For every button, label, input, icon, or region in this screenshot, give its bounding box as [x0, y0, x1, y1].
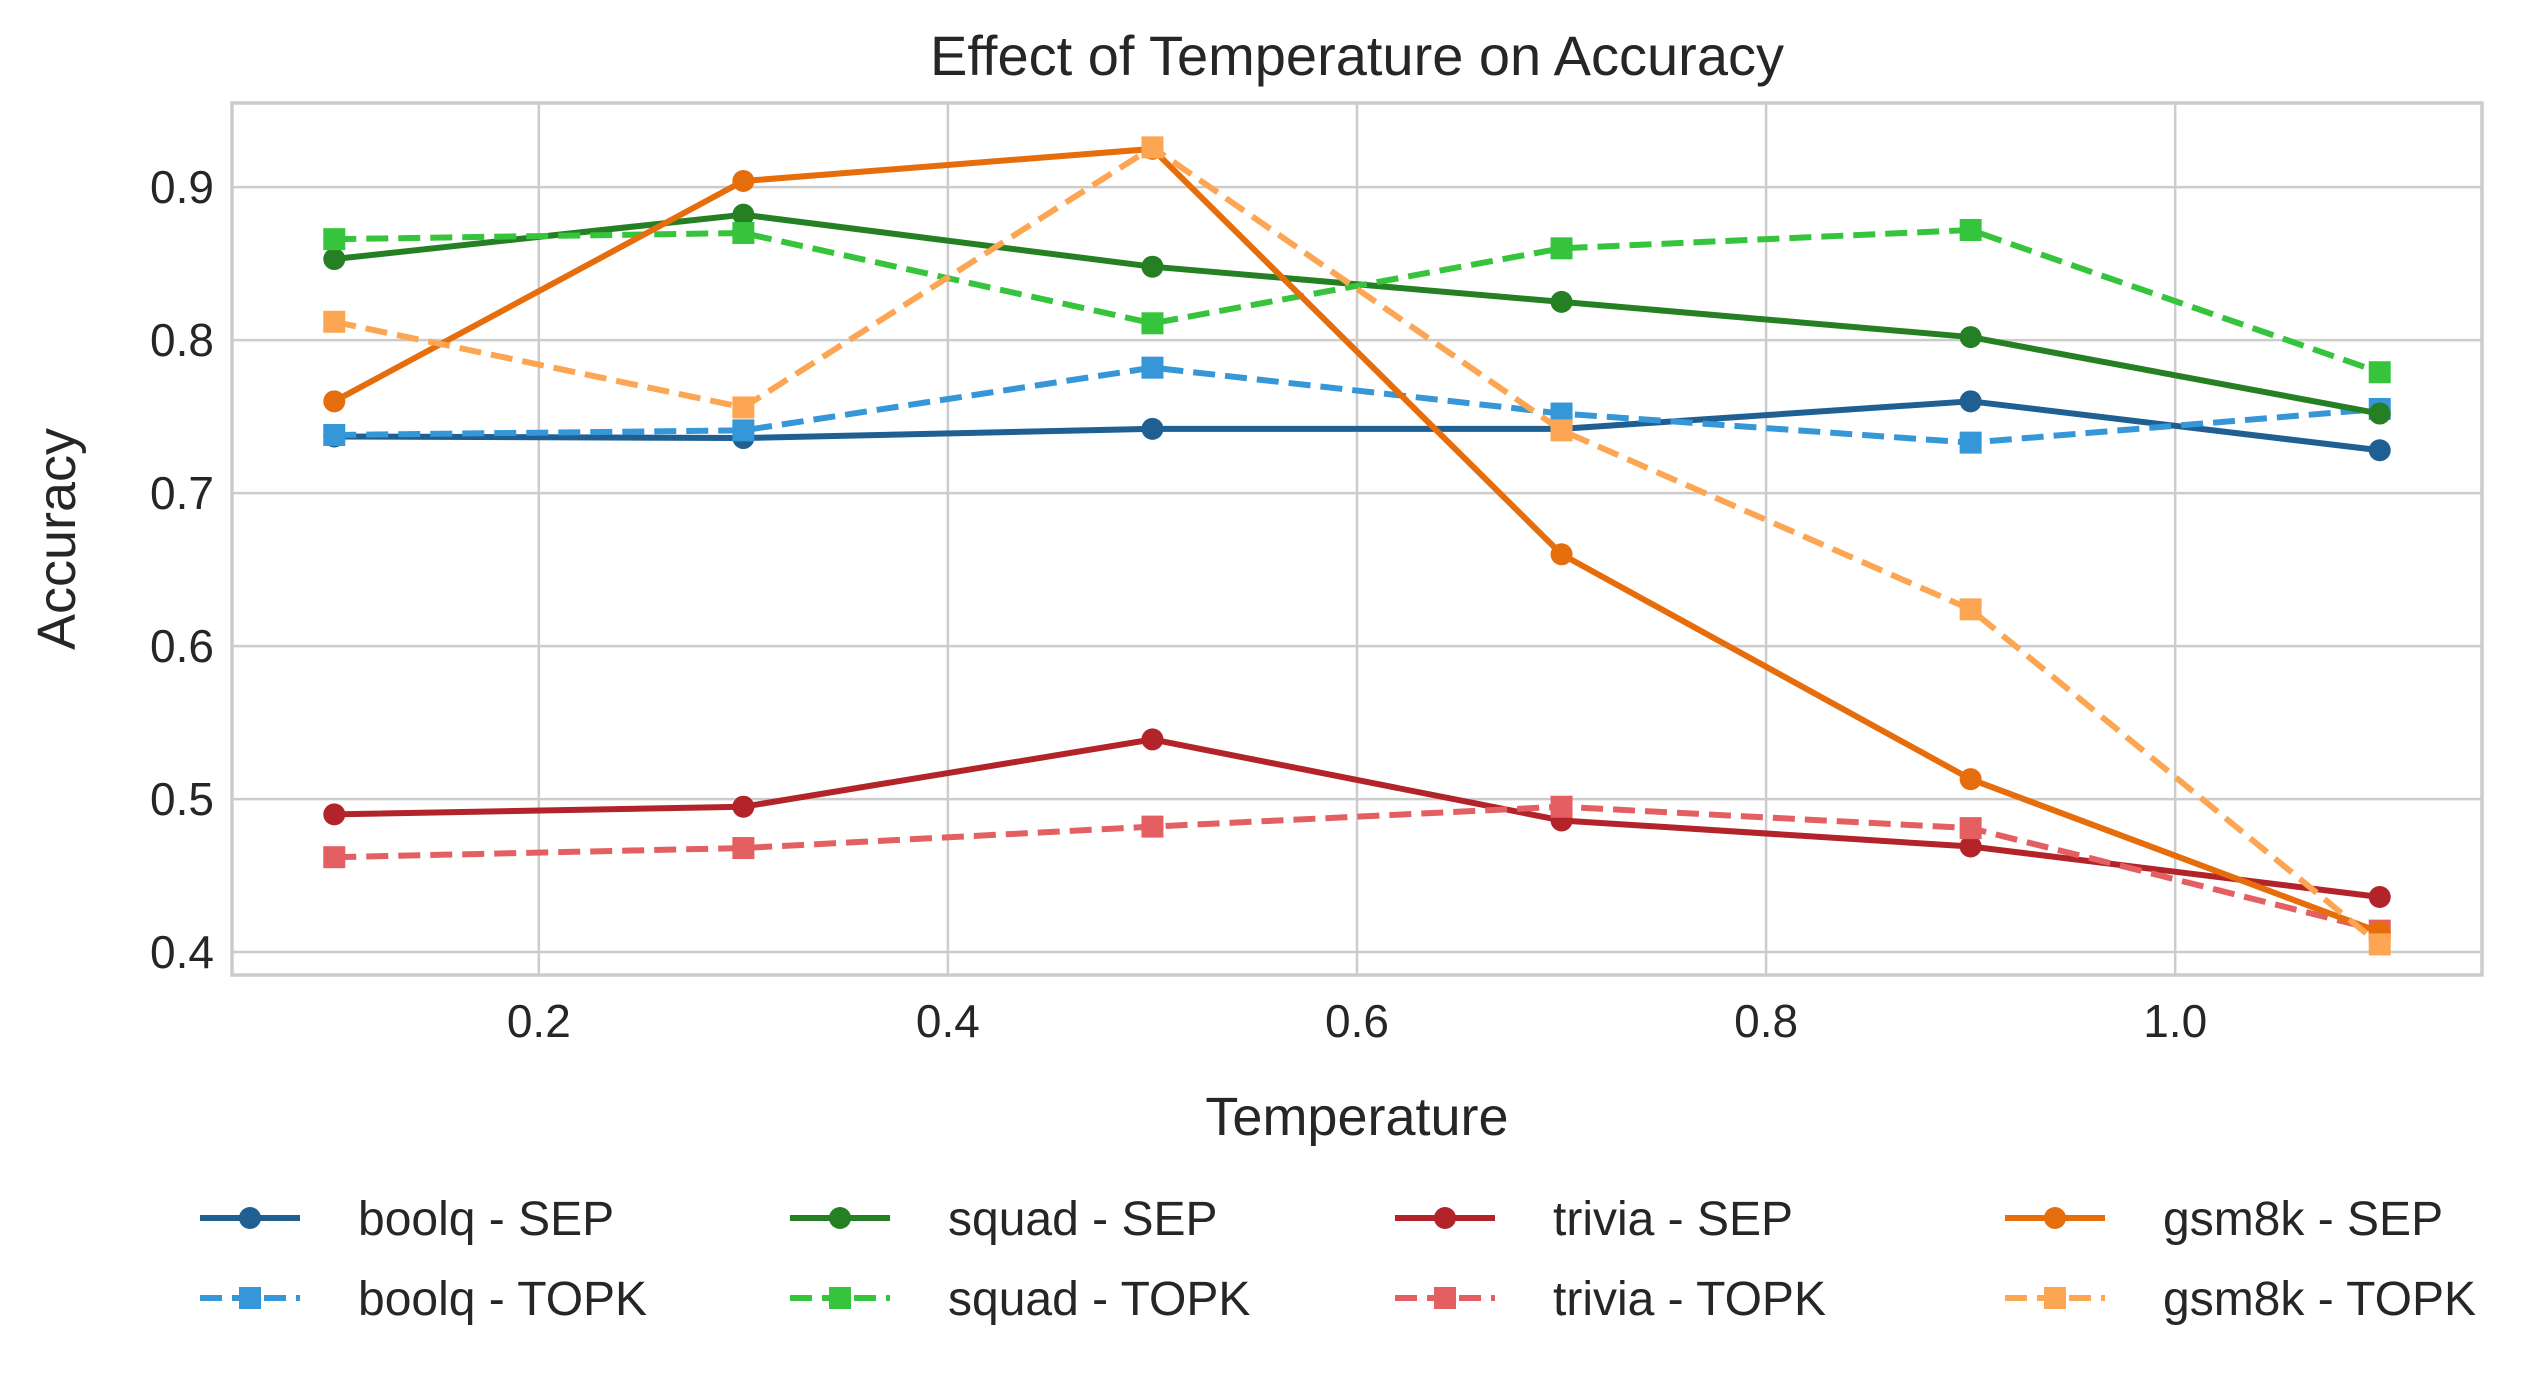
legend-marker	[1434, 1207, 1456, 1229]
data-point-trivia-sep	[323, 803, 346, 826]
data-point-squad-topk	[1141, 312, 1164, 335]
series-gsm8k-sep	[323, 137, 2391, 944]
series-line-boolq-topk	[334, 364, 2380, 446]
legend-item-squad-topk: squad - TOPK	[790, 1273, 1250, 1326]
data-point-boolq-sep	[1959, 390, 1982, 413]
legend-label: trivia - TOPK	[1553, 1273, 1826, 1326]
x-axis-label: Temperature	[1205, 1087, 1508, 1147]
y-tick-label: 0.8	[150, 314, 214, 366]
legend-marker	[2044, 1207, 2066, 1229]
axis-ticks: 0.2 0.4 0.6 0.8 1.0 0.4 0.5 0.6 0.7 0.8 0.9	[150, 161, 2207, 1047]
y-tick-label: 0.6	[150, 620, 214, 672]
x-tick-label: 0.8	[1734, 995, 1798, 1047]
legend-item-trivia-topk: trivia - TOPK	[1395, 1273, 1826, 1326]
data-point-squad-topk	[1959, 218, 1982, 241]
series-line-trivia-topk	[334, 803, 2381, 934]
series-squad-topk	[323, 218, 2391, 384]
series-line-boolq-sep	[334, 398, 2381, 454]
data-point-gsm8k-topk	[1141, 136, 1164, 159]
data-point-trivia-topk	[1959, 817, 1982, 840]
data-point-trivia-sep	[2368, 885, 2391, 908]
data-point-trivia-sep	[1959, 835, 1982, 858]
legend-label: gsm8k - TOPK	[2163, 1273, 2476, 1326]
data-point-squad-topk	[1550, 237, 1573, 260]
legend-marker	[2044, 1287, 2066, 1309]
data-point-boolq-topk	[1959, 431, 1982, 454]
legend-label: squad - TOPK	[948, 1273, 1250, 1326]
legend-item-gsm8k-topk: gsm8k - TOPK	[2005, 1273, 2476, 1326]
series-line-gsm8k-topk	[333, 144, 2382, 947]
series-trivia-topk	[323, 795, 2391, 942]
legend-marker	[829, 1287, 851, 1309]
data-point-boolq-sep	[2368, 439, 2391, 462]
data-point-gsm8k-sep	[732, 170, 755, 193]
legend-item-gsm8k-sep: gsm8k - SEP	[2005, 1193, 2443, 1246]
y-tick-label: 0.5	[150, 773, 214, 825]
legend: boolq - SEP boolq - TOPK squad - SEP squad …	[200, 1193, 2476, 1326]
x-tick-label: 0.6	[1325, 995, 1389, 1047]
y-axis-label: Accuracy	[27, 428, 87, 650]
data-point-gsm8k-sep	[323, 390, 346, 413]
legend-item-boolq-topk: boolq - TOPK	[200, 1273, 647, 1326]
data-point-trivia-sep	[732, 795, 755, 818]
x-tick-label: 1.0	[2143, 995, 2207, 1047]
series-boolq-topk	[323, 356, 2391, 454]
legend-marker	[239, 1207, 261, 1229]
legend-marker	[829, 1207, 851, 1229]
data-point-squad-sep	[732, 203, 755, 226]
data-point-squad-topk	[323, 228, 346, 251]
data-point-gsm8k-topk	[732, 396, 755, 419]
legend-item-squad-sep: squad - SEP	[790, 1193, 1217, 1246]
data-point-gsm8k-topk	[1550, 419, 1573, 442]
data-point-trivia-sep	[1141, 728, 1164, 751]
data-point-squad-sep	[1959, 326, 1982, 349]
legend-label: gsm8k - SEP	[2163, 1193, 2443, 1246]
data-point-squad-sep	[1550, 290, 1573, 313]
data-point-squad-sep	[1141, 255, 1164, 278]
plot-area	[323, 136, 2391, 956]
legend-marker	[239, 1287, 261, 1309]
data-point-boolq-sep	[1141, 417, 1164, 440]
series-gsm8k-topk	[323, 136, 2391, 956]
data-point-squad-topk	[2368, 361, 2391, 384]
data-point-squad-topk	[732, 222, 755, 245]
y-tick-label: 0.4	[150, 926, 214, 978]
series-line-squad-topk	[334, 226, 2381, 376]
data-point-gsm8k-sep	[1550, 543, 1573, 566]
series-line-gsm8k-sep	[332, 145, 2381, 935]
data-point-boolq-topk	[323, 423, 346, 446]
data-point-trivia-topk	[323, 846, 346, 869]
legend-label: boolq - SEP	[358, 1193, 614, 1246]
data-point-gsm8k-topk	[323, 310, 346, 333]
plot-frame	[230, 101, 2484, 977]
data-point-trivia-topk	[1141, 815, 1164, 838]
data-point-gsm8k-sep	[1959, 768, 1982, 791]
legend-label: squad - SEP	[948, 1193, 1217, 1246]
x-tick-label: 0.4	[916, 995, 980, 1047]
legend-item-boolq-sep: boolq - SEP	[200, 1193, 614, 1246]
series-line-trivia-sep	[334, 736, 2381, 900]
legend-label: boolq - TOPK	[358, 1273, 647, 1326]
data-point-squad-sep	[2368, 402, 2391, 425]
x-tick-label: 0.2	[507, 995, 571, 1047]
legend-label: trivia - SEP	[1553, 1193, 1793, 1246]
y-tick-label: 0.7	[150, 467, 214, 519]
data-point-gsm8k-topk	[2368, 933, 2391, 956]
chart-title: Effect of Temperature on Accuracy	[930, 24, 1784, 87]
data-point-boolq-topk	[732, 419, 755, 442]
grid	[232, 103, 2482, 975]
data-point-trivia-topk	[1550, 795, 1573, 818]
data-point-trivia-topk	[732, 837, 755, 860]
data-point-boolq-topk	[1550, 402, 1573, 425]
legend-item-trivia-sep: trivia - SEP	[1395, 1193, 1793, 1246]
legend-marker	[1434, 1287, 1456, 1309]
data-point-boolq-topk	[1141, 356, 1164, 379]
data-point-squad-sep	[323, 248, 346, 271]
data-point-gsm8k-topk	[1959, 598, 1982, 621]
y-tick-label: 0.9	[150, 161, 214, 213]
